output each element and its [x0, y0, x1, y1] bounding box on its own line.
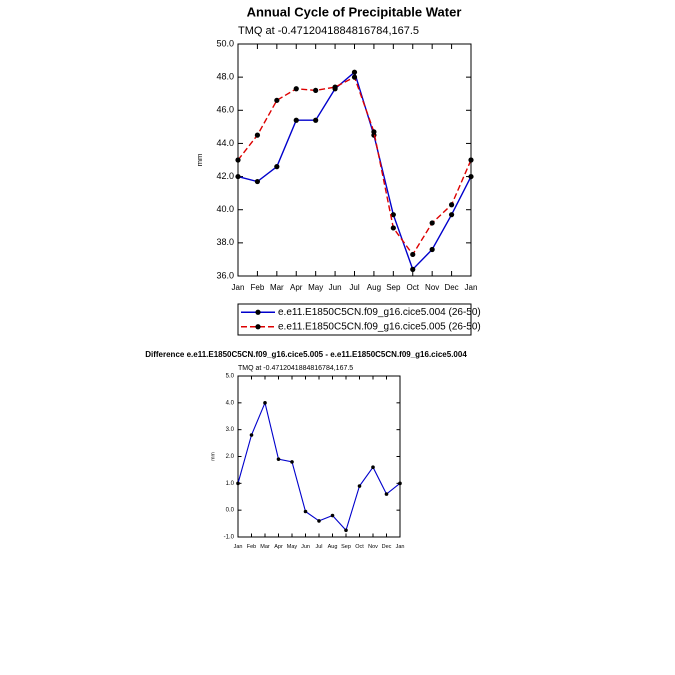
x-tick-label: Mar [270, 283, 284, 292]
chart-subtitle: TMQ at -0.4712041884816784,167.5 [238, 25, 419, 37]
data-point [344, 528, 348, 533]
x-tick-label: Dec [382, 544, 392, 550]
x-tick-label: Jan [396, 544, 405, 550]
plot-frame [237, 375, 401, 538]
chart-title: Difference e.e11.E1850C5CN.f09_g16.cice5… [145, 350, 467, 359]
x-tick-label: Dec [444, 283, 458, 292]
x-tick-label: Aug [367, 283, 381, 292]
y-tick-label: 36.0 [216, 270, 234, 280]
data-point [332, 84, 338, 90]
data-point [313, 87, 319, 93]
x-tick-label: Apr [290, 283, 303, 292]
y-tick-label: -1.0 [224, 535, 235, 541]
x-tick-label: Sep [386, 283, 401, 292]
y-tick-label: 48.0 [216, 72, 234, 82]
legend-marker [255, 309, 261, 315]
x-tick-label: Nov [425, 283, 439, 292]
data-point [313, 117, 319, 123]
y-tick-label: 46.0 [216, 105, 234, 115]
x-tick-label: May [287, 544, 298, 550]
x-tick-label: Jun [301, 544, 310, 550]
data-point [254, 178, 261, 185]
y-tick-label: 3.0 [226, 427, 235, 433]
x-tick-label: Jan [234, 544, 243, 550]
x-tick-label: Nov [368, 544, 378, 550]
data-point [429, 246, 435, 253]
data-point [448, 212, 455, 218]
data-point [276, 457, 281, 461]
y-axis-label: mm [210, 452, 216, 461]
x-tick-label: Jul [315, 544, 322, 550]
chart-title: Annual Cycle of Precipitable Water [247, 4, 462, 19]
data-point [235, 157, 241, 163]
series-line [237, 401, 401, 532]
legend-box [237, 303, 472, 336]
data-point [290, 460, 294, 464]
x-tick-label: Feb [251, 283, 265, 292]
data-point [330, 513, 335, 518]
y-tick-label: 5.0 [226, 374, 235, 380]
data-point [274, 97, 280, 103]
data-point [384, 492, 389, 496]
x-tick-label: Aug [328, 544, 338, 550]
x-tick-label: Sep [341, 544, 351, 550]
x-tick-label: Jan [232, 283, 245, 292]
data-point [390, 212, 396, 218]
chart-subtitle: TMQ at -0.4712041884816784,167.5 [238, 365, 353, 372]
data-point [448, 202, 455, 208]
data-point [274, 164, 280, 170]
data-point [249, 433, 254, 437]
data-point [263, 401, 267, 405]
y-axis-label: mm [195, 154, 204, 167]
data-point [254, 132, 261, 138]
x-tick-label: Mar [260, 544, 270, 550]
data-point [317, 519, 321, 523]
data-point [410, 266, 416, 272]
y-tick-label: 38.0 [216, 237, 234, 247]
y-tick-label: 42.0 [216, 171, 234, 181]
y-tick-label: 4.0 [226, 400, 235, 406]
series-line [237, 76, 472, 256]
x-tick-label: Jul [349, 283, 359, 292]
data-point [235, 173, 241, 180]
y-tick-label: 1.0 [226, 481, 235, 487]
data-point [351, 69, 358, 75]
y-tick-label: 2.0 [226, 454, 235, 460]
y-tick-label: 50.0 [216, 38, 234, 48]
data-point [390, 225, 396, 231]
x-tick-label: Jan [465, 283, 478, 292]
data-point [351, 74, 358, 80]
data-point [357, 484, 362, 488]
legend-marker [255, 324, 261, 330]
series-line [237, 70, 472, 271]
data-point [429, 220, 435, 226]
data-point [371, 465, 375, 470]
data-point [398, 481, 402, 486]
data-point [293, 86, 299, 92]
data-point [236, 481, 240, 486]
x-tick-label: Feb [247, 544, 256, 550]
data-point [410, 251, 416, 258]
legend-label: e.e11.E1850C5CN.f09_g16.cice5.005 (26-50… [278, 321, 481, 332]
y-tick-label: 40.0 [216, 204, 234, 214]
data-point [371, 129, 377, 135]
x-tick-label: Oct [407, 283, 420, 292]
data-point [293, 117, 299, 123]
legend-label: e.e11.E1850C5CN.f09_g16.cice5.004 (26-50… [278, 307, 481, 318]
data-point [468, 157, 474, 163]
x-tick-label: May [308, 283, 323, 292]
x-tick-label: Oct [355, 544, 364, 550]
y-tick-label: 0.0 [226, 508, 235, 514]
data-point [468, 173, 474, 180]
x-tick-label: Jun [329, 283, 342, 292]
x-tick-label: Apr [274, 544, 283, 550]
y-tick-label: 44.0 [216, 138, 234, 148]
data-point [303, 509, 308, 514]
